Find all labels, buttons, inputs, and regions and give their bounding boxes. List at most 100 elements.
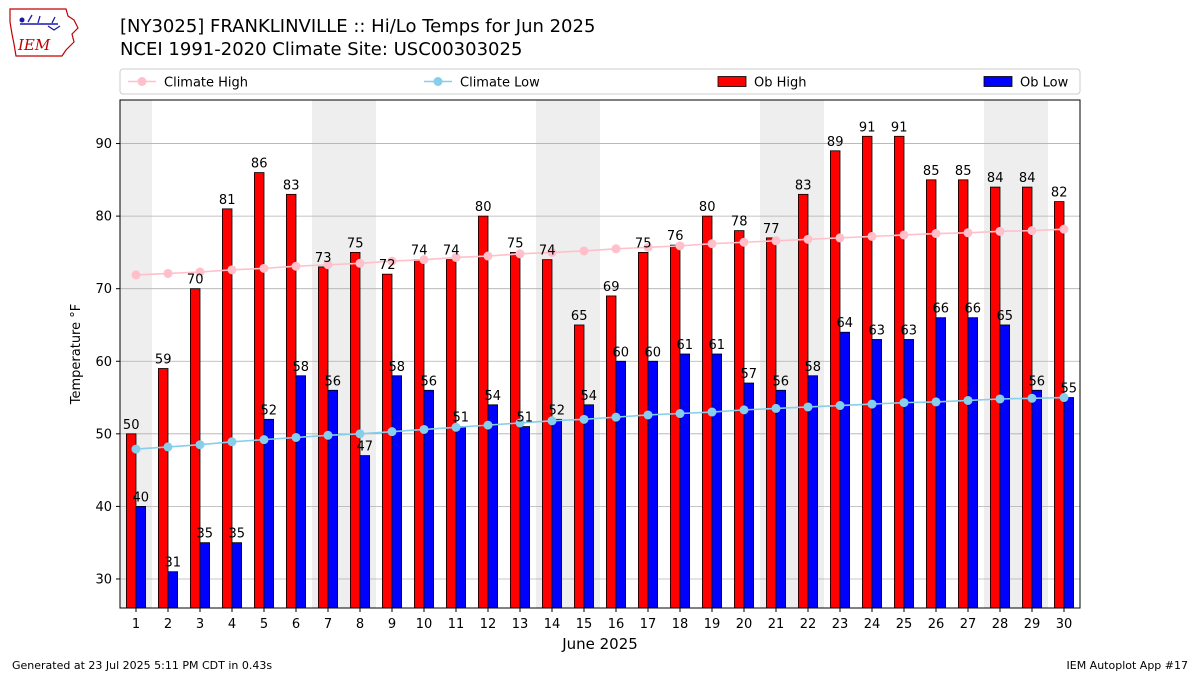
ob-high-bar [894, 135, 905, 609]
climate-high-point [739, 237, 749, 247]
app-label: IEM Autoplot App #17 [1066, 659, 1189, 672]
x-tick-label: 9 [388, 617, 396, 632]
climate-high-point [387, 256, 397, 266]
climate-high-point [515, 249, 525, 259]
plot-frame [119, 99, 1081, 609]
ob-low-label: 64 [837, 316, 854, 331]
ob-low-bar [871, 339, 883, 609]
ob-low-label: 52 [549, 403, 566, 418]
ob-low-bar [775, 389, 787, 609]
ob-low-label: 31 [165, 556, 182, 571]
climate-high-point [675, 241, 685, 251]
climate-low-point [515, 418, 525, 428]
climate-high-point [579, 246, 589, 256]
ob-high-label: 82 [1051, 186, 1068, 201]
x-tick-label: 18 [672, 617, 689, 632]
x-tick-label: 22 [800, 617, 817, 632]
climate-low-point [291, 432, 301, 442]
climate-low-point [579, 414, 589, 424]
ob-high-bar [862, 135, 873, 609]
ob-low-label: 55 [1061, 382, 1078, 397]
ob-low-bar [263, 418, 275, 609]
climate-low-point [259, 435, 269, 445]
ob-high-label: 91 [859, 120, 876, 135]
ob-high-label: 84 [1019, 171, 1036, 186]
y-tick-label: 60 [95, 355, 112, 370]
ob-low-bar [199, 542, 211, 609]
ob-high-bar [1054, 201, 1065, 609]
ob-high-bar [830, 150, 841, 609]
y-tick-label: 30 [95, 572, 112, 587]
x-tick-label: 2 [164, 617, 172, 632]
climate-low-point [899, 398, 909, 408]
ob-high-label: 74 [443, 244, 460, 259]
ob-high-label: 65 [571, 309, 588, 324]
climate-low-point [707, 407, 717, 417]
climate-low-point [803, 402, 813, 412]
x-tick-label: 21 [768, 617, 785, 632]
climate-high-point [1059, 224, 1069, 234]
climate-high-point [195, 267, 205, 277]
legend-climate-high-marker [137, 77, 147, 86]
ob-low-bar [167, 571, 179, 609]
ob-low-bar [551, 418, 563, 609]
ob-high-bar [157, 368, 169, 609]
ob-high-label: 80 [699, 200, 716, 215]
legend-ob-low-swatch [983, 76, 1013, 87]
ob-high-bar [509, 251, 521, 609]
legend-climate-low-marker [433, 77, 443, 86]
climate-high-point [771, 236, 781, 246]
climate-low-point [163, 442, 173, 452]
ob-low-bar [1063, 397, 1075, 609]
generated-timestamp: Generated at 23 Jul 2025 5:11 PM CDT in … [12, 659, 273, 672]
ob-low-bar [519, 426, 531, 609]
ob-high-label: 89 [827, 135, 844, 150]
ob-high-bar [477, 215, 489, 609]
climate-low-point [1059, 393, 1069, 403]
ob-low-label: 56 [773, 374, 790, 389]
climate-low-point [483, 420, 493, 430]
ob-high-label: 75 [347, 236, 364, 251]
climate-low-point [547, 416, 557, 426]
ob-high-label: 85 [923, 164, 940, 179]
climate-high-point [323, 260, 333, 270]
ob-high-label: 75 [507, 236, 524, 251]
legend-ob-low-label: Ob Low [1020, 76, 1069, 91]
ob-low-label: 35 [229, 527, 246, 542]
x-tick-label: 27 [960, 617, 977, 632]
climate-high-point [899, 230, 909, 240]
ob-low-label: 35 [197, 527, 214, 542]
ob-low-bar [1031, 389, 1043, 609]
ob-low-bar [615, 360, 627, 609]
x-tick-label: 19 [704, 617, 721, 632]
legend-ob-high-swatch [717, 76, 747, 87]
climate-high-point [835, 233, 845, 243]
y-axis-label: Temperature °F [69, 304, 84, 405]
ob-low-bar [423, 389, 435, 609]
y-tick-label: 50 [95, 427, 112, 442]
y-tick-label: 40 [95, 500, 112, 515]
climate-low-point [995, 394, 1005, 404]
climate-high-point [227, 265, 237, 275]
ob-high-label: 78 [731, 215, 748, 230]
climate-low-point [451, 422, 461, 432]
climate-low-point [835, 401, 845, 411]
chart-subtitle: NCEI 1991-2020 Climate Site: USC00303025 [120, 39, 523, 60]
x-tick-label: 24 [864, 617, 881, 632]
ob-low-label: 52 [261, 403, 278, 418]
climate-low-point [611, 412, 621, 422]
y-tick-label: 80 [95, 210, 112, 225]
ob-high-label: 83 [283, 178, 300, 193]
ob-low-label: 61 [677, 338, 694, 353]
ob-low-label: 54 [581, 389, 598, 404]
ob-low-label: 47 [357, 440, 374, 455]
climate-high-point [931, 229, 941, 239]
x-tick-label: 23 [832, 617, 849, 632]
ob-low-bar [231, 542, 243, 609]
x-tick-label: 7 [324, 617, 332, 632]
legend-climate-low-label: Climate Low [460, 76, 540, 91]
ob-high-label: 59 [155, 353, 172, 368]
ob-high-label: 74 [539, 244, 556, 259]
ob-low-bar [327, 389, 339, 609]
